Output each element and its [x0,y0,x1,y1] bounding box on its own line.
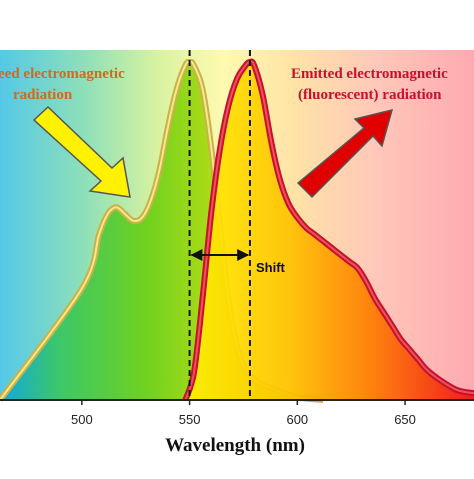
series-layer [0,58,474,403]
x-tick-label: 550 [179,412,201,427]
shift-label: Shift [256,260,286,275]
x-tick-label: 650 [394,412,416,427]
absorbed-annotation-line2: radiation [13,87,73,103]
x-axis-ticks: 500 550 600 650 [71,400,416,427]
emitted-annotation-line1: Emitted electromagnetic [291,66,448,82]
emitted-arrow [296,108,394,199]
absorbed-area [0,61,324,400]
emitted-area [185,61,474,400]
x-tick-label: 600 [286,412,308,427]
emitted-annotation-line2: (fluorescent) radiation [298,87,442,103]
emitted-curve [184,60,474,401]
absorbed-arrow [32,105,131,198]
x-axis-title: Wavelength (nm) [165,435,305,456]
absorbed-annotation-line1: eed electromagnetic [0,66,125,82]
x-tick-label: 500 [71,412,93,427]
